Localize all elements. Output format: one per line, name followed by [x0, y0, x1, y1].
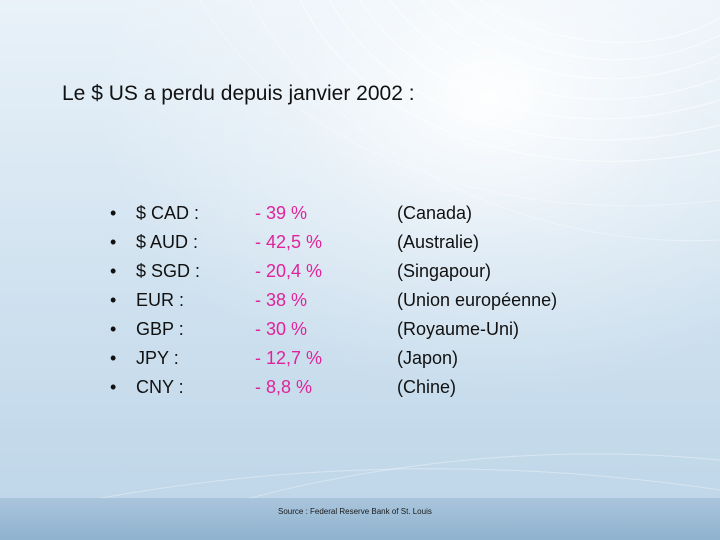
currency-code: $ SGD :: [136, 261, 201, 281]
bullet: •: [110, 319, 117, 339]
region-label: (Canada): [397, 203, 473, 223]
footer-band: [0, 498, 720, 540]
percent-change: - 20,4 %: [255, 261, 323, 281]
source-note: Source : Federal Reserve Bank of St. Lou…: [278, 507, 432, 516]
region-label: (Chine): [397, 377, 457, 397]
percent-change: - 38 %: [255, 290, 308, 310]
region-label: (Japon): [397, 348, 459, 368]
percent-change: - 30 %: [255, 319, 308, 339]
region-label: (Singapour): [397, 261, 492, 281]
currency-code: $ AUD :: [136, 232, 199, 252]
bullet: •: [110, 232, 117, 252]
bullet: •: [110, 348, 117, 368]
percent-change: - 42,5 %: [255, 232, 323, 252]
bullet: •: [110, 377, 117, 397]
currency-code: EUR :: [136, 290, 185, 310]
bullet: •: [110, 261, 117, 281]
region-label: (Union européenne): [397, 290, 558, 310]
region-label: (Royaume-Uni): [397, 319, 520, 339]
currency-code: JPY :: [136, 348, 179, 368]
percent-change: - 39 %: [255, 203, 308, 223]
bullet: •: [110, 290, 117, 310]
currency-code: $ CAD :: [136, 203, 200, 223]
bullet: •: [110, 203, 117, 223]
currency-code: GBP :: [136, 319, 184, 339]
percent-change: - 8,8 %: [255, 377, 313, 397]
currency-code: CNY :: [136, 377, 184, 397]
slide-title: Le $ US a perdu depuis janvier 2002 :: [62, 82, 415, 105]
percent-change: - 12,7 %: [255, 348, 323, 368]
region-label: (Australie): [397, 232, 480, 252]
